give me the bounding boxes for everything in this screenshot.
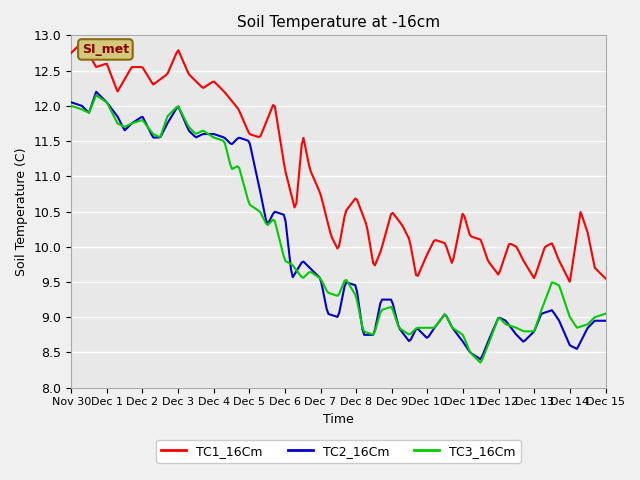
Title: Soil Temperature at -16cm: Soil Temperature at -16cm	[237, 15, 440, 30]
Legend: TC1_16Cm, TC2_16Cm, TC3_16Cm: TC1_16Cm, TC2_16Cm, TC3_16Cm	[156, 440, 520, 463]
Text: SI_met: SI_met	[82, 43, 129, 56]
X-axis label: Time: Time	[323, 413, 354, 426]
Y-axis label: Soil Temperature (C): Soil Temperature (C)	[15, 147, 28, 276]
